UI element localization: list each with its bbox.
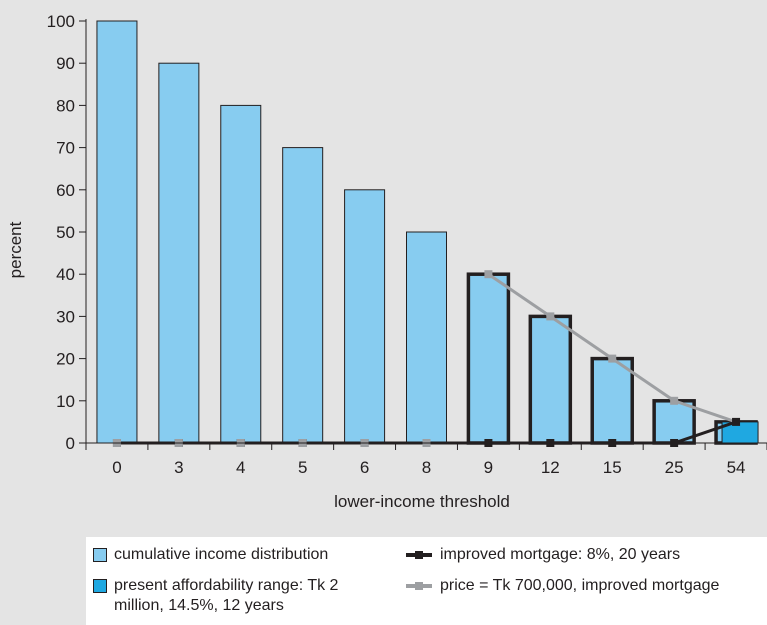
y-tick-label-80: 80 <box>56 96 75 115</box>
y-tick-label-50: 50 <box>56 223 75 242</box>
legend-item-price-line: price = Tk 700,000, improved mortgage <box>406 576 719 596</box>
axes-group: 0 10 20 30 40 50 60 70 80 90 100 0 3 4 5 6 8 9 12 15 25 54 <box>47 12 767 477</box>
price-point-25 <box>670 396 679 405</box>
x-tick-label-4: 4 <box>236 458 245 477</box>
legend-label-affordability-range: present affordability range: Tk 2 millio… <box>114 577 339 614</box>
x-tick-label-15: 15 <box>603 458 622 477</box>
legend: cumulative income distribution improved … <box>86 537 767 625</box>
bar-6 <box>344 189 386 444</box>
x-tick-label-3: 3 <box>174 458 183 477</box>
legend-swatch-price-line <box>406 576 432 596</box>
bar-12 <box>528 314 573 445</box>
y-tick-label-90: 90 <box>56 54 75 73</box>
y-tick-label-30: 30 <box>56 307 75 326</box>
y-tick-label-20: 20 <box>56 350 75 369</box>
bars-group <box>96 20 759 445</box>
bar-9 <box>466 272 511 445</box>
x-tick-label-6: 6 <box>360 458 369 477</box>
x-tick-label-5: 5 <box>298 458 307 477</box>
legend-item-improved-mortgage: improved mortgage: 8%, 20 years <box>406 545 680 565</box>
legend-item-affordability-range: present affordability range: Tk 2 millio… <box>93 576 383 616</box>
legend-swatch-income-distribution <box>93 548 107 562</box>
x-tick-label-54: 54 <box>727 458 746 477</box>
bar-5 <box>282 147 324 444</box>
bar-4 <box>220 104 262 444</box>
legend-label-improved-mortgage: improved mortgage: 8%, 20 years <box>440 546 681 563</box>
x-tick-label-12: 12 <box>541 458 560 477</box>
y-axis-label: percent <box>6 221 25 278</box>
bar-0 <box>96 20 138 444</box>
price-point-9 <box>484 270 493 279</box>
price-point-12 <box>546 312 555 321</box>
bar-3 <box>158 62 200 444</box>
legend-swatch-improved-mortgage <box>406 545 432 565</box>
x-axis-label: lower-income threshold <box>334 492 510 511</box>
y-tick-label-60: 60 <box>56 181 75 200</box>
bar-chart: 0 10 20 30 40 50 60 70 80 90 100 0 3 4 5 6 8 9 12 15 25 54 pe… <box>6 12 767 511</box>
x-tick-label-8: 8 <box>422 458 431 477</box>
x-tick-label-9: 9 <box>484 458 493 477</box>
x-tick-label-25: 25 <box>665 458 684 477</box>
bar-15 <box>590 356 634 445</box>
y-tick-label-0: 0 <box>66 434 75 453</box>
y-tick-label-40: 40 <box>56 265 75 284</box>
y-tick-label-10: 10 <box>56 392 75 411</box>
legend-label-price-line: price = Tk 700,000, improved mortgage <box>440 577 720 594</box>
y-tick-label-70: 70 <box>56 139 75 158</box>
y-tick-label-100: 100 <box>47 12 75 31</box>
legend-swatch-affordability-range <box>93 579 107 593</box>
chart-area: 0 10 20 30 40 50 60 70 80 90 100 0 3 4 5 6 8 9 12 15 25 54 pe… <box>6 12 767 511</box>
x-tick-label-0: 0 <box>112 458 121 477</box>
improved-mortgage-point-54 <box>732 417 741 426</box>
bar-8 <box>406 231 447 444</box>
legend-label-income-distribution: cumulative income distribution <box>114 546 329 563</box>
legend-item-income-distribution: cumulative income distribution <box>93 545 328 565</box>
price-point-15 <box>608 354 617 363</box>
